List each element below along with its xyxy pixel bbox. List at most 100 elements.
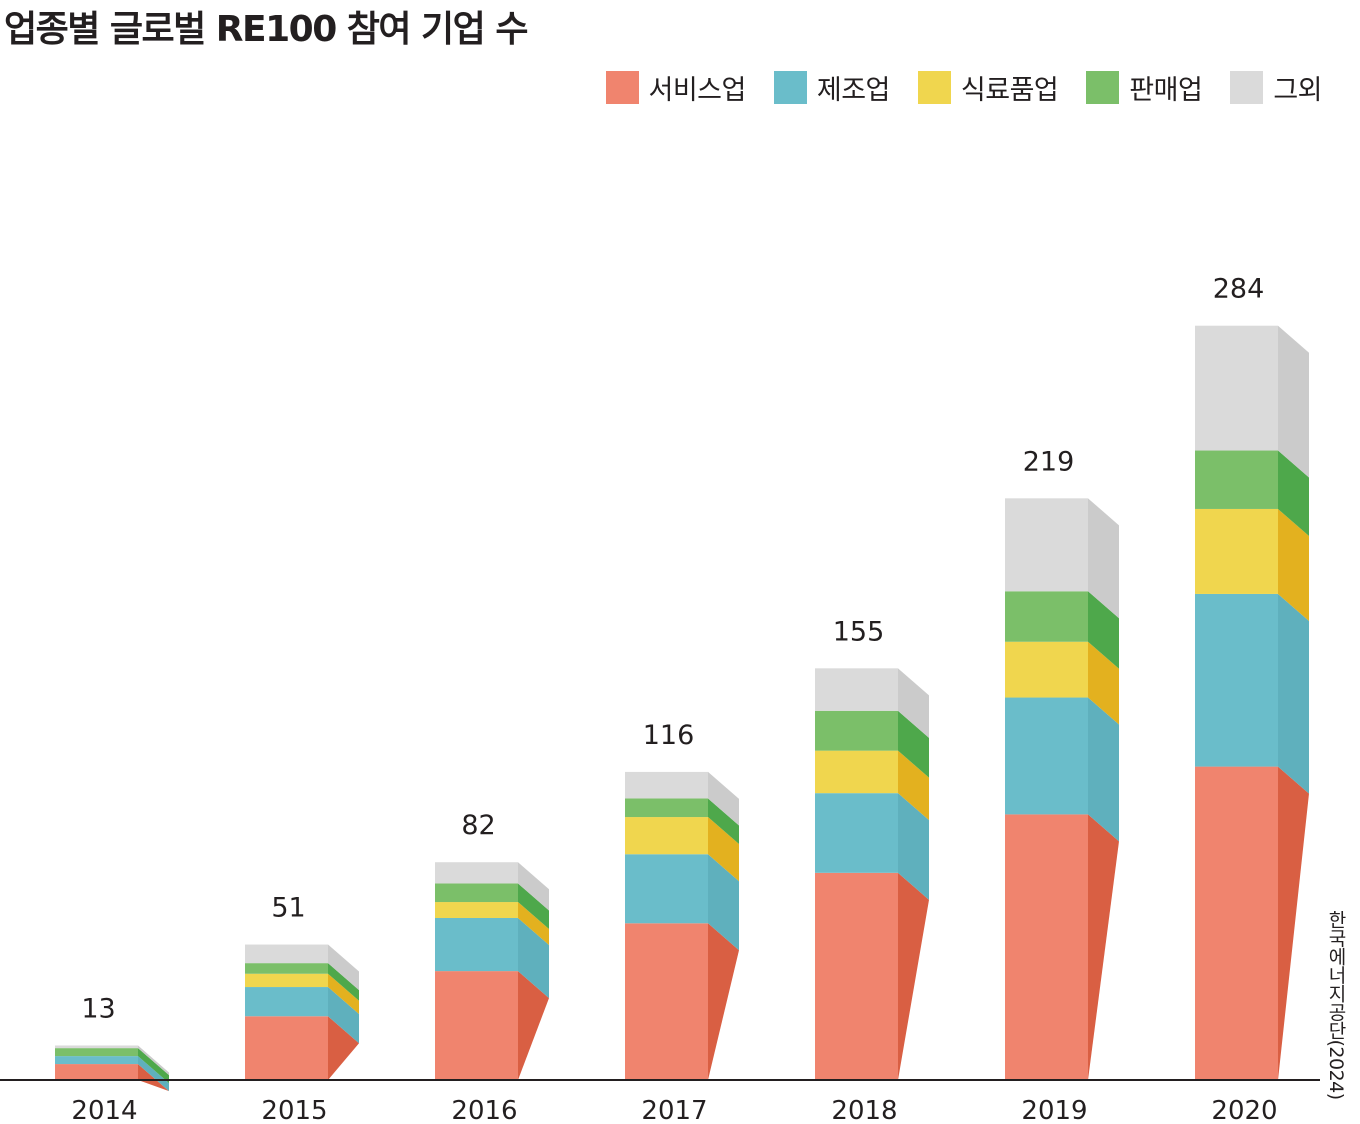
bar-segment-side xyxy=(708,854,739,951)
bar-segment-side xyxy=(138,1056,169,1092)
bar-segment-side xyxy=(1278,508,1309,621)
bar-segment xyxy=(55,1064,138,1080)
bar-segment-side xyxy=(1088,591,1119,669)
bar-segment-side xyxy=(518,902,549,945)
bar-segment-side xyxy=(328,973,359,1015)
bar-segment-side xyxy=(138,1045,169,1076)
bar-segment-side xyxy=(898,710,929,778)
bar-segment xyxy=(245,963,328,974)
bar-segment xyxy=(55,1048,138,1057)
bar-segment-side xyxy=(1088,641,1119,725)
legend-label: 그외 xyxy=(1273,75,1322,106)
legend-swatch xyxy=(1230,71,1264,104)
bar-segment xyxy=(435,902,518,918)
legend-swatch xyxy=(917,71,951,104)
bar-segment xyxy=(625,771,708,799)
legend-item-0: 서비스업 xyxy=(605,68,747,107)
bar-segment xyxy=(1005,498,1088,592)
legend-label: 제조업 xyxy=(816,75,891,106)
bar-segment-side xyxy=(518,883,549,930)
bar-segment-side xyxy=(328,987,359,1044)
bar-segment-side xyxy=(1088,498,1119,619)
legend-swatch xyxy=(1086,71,1120,104)
bar-segment xyxy=(1195,766,1278,1080)
x-tick-label: 2018 xyxy=(831,1096,897,1124)
bar-segment xyxy=(625,923,708,1080)
bar-segment xyxy=(55,1056,138,1065)
bar-segment-side xyxy=(328,944,359,991)
bar-segment xyxy=(815,710,898,751)
bar-segment xyxy=(1195,508,1278,594)
bar-segment xyxy=(815,872,898,1080)
bar-segment xyxy=(1005,697,1088,815)
bar-segment xyxy=(435,971,518,1080)
legend-label: 판매업 xyxy=(1129,75,1203,106)
bar-segment xyxy=(435,883,518,903)
legend-item-1: 제조업 xyxy=(773,68,891,107)
x-tick-label: 2015 xyxy=(261,1096,327,1124)
bar-segment xyxy=(245,1016,328,1080)
bar-segment xyxy=(815,668,898,711)
x-tick-label: 2020 xyxy=(1211,1096,1277,1124)
legend-swatch xyxy=(773,71,807,104)
bar-segment xyxy=(245,987,328,1017)
bar-segment-side xyxy=(898,668,929,738)
source-note: 한국에너지공단(2024) xyxy=(1325,910,1347,1100)
bar-segment-side xyxy=(1278,450,1309,536)
bar-segment-side xyxy=(518,971,549,1080)
bar-segment xyxy=(625,817,708,855)
bar-segment-side xyxy=(518,862,549,911)
bar-segment-side xyxy=(518,917,549,999)
bar-segment-side xyxy=(1278,766,1309,1080)
bar-segment xyxy=(245,973,328,988)
bar-segment xyxy=(1005,591,1088,642)
bar-segment xyxy=(1195,593,1278,767)
x-tick-label: 2017 xyxy=(641,1096,707,1124)
bar-segment xyxy=(1005,814,1088,1080)
bar-segment-side xyxy=(1278,593,1309,794)
total-label: 82 xyxy=(461,810,495,841)
bar-segment xyxy=(245,944,328,964)
bar-segment xyxy=(1195,325,1278,451)
legend-swatch xyxy=(605,71,639,104)
legend-item-4: 그외 xyxy=(1230,68,1322,107)
total-label: 13 xyxy=(81,993,115,1024)
total-label: 116 xyxy=(643,720,695,751)
total-label: 155 xyxy=(833,616,885,647)
x-tick-label: 2014 xyxy=(71,1096,137,1124)
total-label: 219 xyxy=(1023,446,1075,477)
bar-segment-side xyxy=(328,1016,359,1080)
bar-segment-side xyxy=(1088,814,1119,1080)
bar-segment-side xyxy=(1278,325,1309,478)
bar-segment xyxy=(815,750,898,794)
legend-label: 서비스업 xyxy=(648,75,747,106)
x-tick-label: 2019 xyxy=(1021,1096,1087,1124)
bar-segment xyxy=(435,862,518,884)
bar-segment xyxy=(815,793,898,873)
legend-label: 식료품업 xyxy=(960,75,1059,106)
bar-segment xyxy=(625,798,708,818)
bar-segment xyxy=(625,854,708,924)
bar-segment xyxy=(1195,450,1278,509)
bar-segment-side xyxy=(328,963,359,1001)
bar-segment xyxy=(435,917,518,972)
bar-segment xyxy=(1005,641,1088,698)
x-tick-label: 2016 xyxy=(451,1096,517,1124)
bar-segment-side xyxy=(898,793,929,900)
bar-segment-side xyxy=(898,750,929,821)
bar-segment xyxy=(55,1045,138,1049)
bar-segment-side xyxy=(708,817,739,882)
bar-segment-side xyxy=(708,798,739,845)
bar-segment-side xyxy=(898,872,929,1080)
legend: 서비스업 제조업 식료품업 판매업 그외 xyxy=(578,68,1322,107)
bar-segment-side xyxy=(138,1048,169,1084)
chart-title: 업종별 글로벌 RE100 참여 기업 수 xyxy=(4,9,528,50)
total-label: 51 xyxy=(271,893,305,924)
total-label: 284 xyxy=(1213,274,1265,305)
bar-segment-side xyxy=(1088,697,1119,842)
legend-item-3: 판매업 xyxy=(1086,68,1203,107)
bar-segment-side xyxy=(708,923,739,1080)
bar-segment-side xyxy=(708,771,739,826)
legend-item-2: 식료품업 xyxy=(917,68,1059,107)
